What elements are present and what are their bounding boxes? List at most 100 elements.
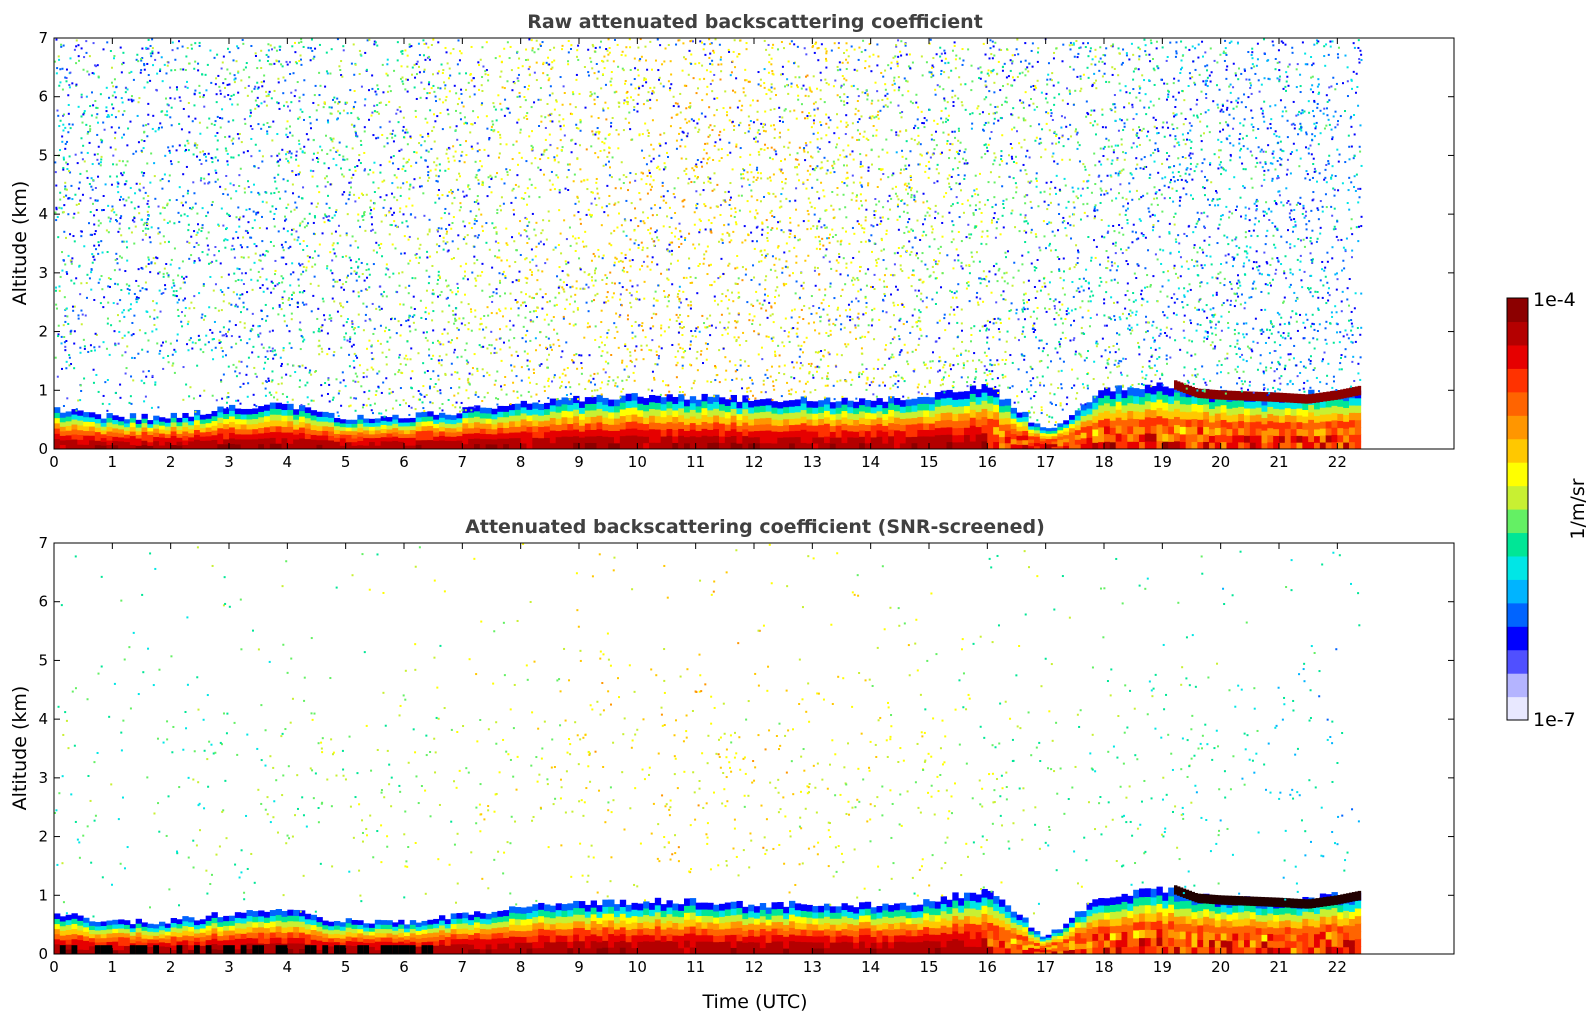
backscatter-pixel <box>560 380 563 383</box>
backscatter-pixel <box>787 335 790 338</box>
backscatter-pixel <box>812 119 815 122</box>
backscatter-pixel <box>1206 85 1209 88</box>
backscatter-pixel <box>463 122 466 125</box>
boundary-layer-cell <box>946 389 953 398</box>
backscatter-pixel <box>781 341 784 344</box>
backscatter-pixel <box>129 395 132 398</box>
backscatter-pixel <box>1319 200 1322 203</box>
backscatter-pixel <box>476 199 479 202</box>
boundary-layer-cell <box>1261 430 1268 437</box>
backscatter-pixel <box>516 95 519 98</box>
boundary-layer-cell <box>1074 420 1082 426</box>
boundary-layer-cell <box>450 423 457 429</box>
backscatter-pixel <box>459 112 462 115</box>
boundary-layer-cell <box>1162 417 1169 427</box>
backscatter-pixel <box>1073 55 1076 58</box>
boundary-layer-cell <box>217 443 224 450</box>
boundary-layer-cell <box>182 430 189 436</box>
boundary-layer-cell <box>958 427 965 436</box>
backscatter-pixel <box>251 312 254 315</box>
backscatter-pixel <box>250 90 253 93</box>
boundary-layer-cell <box>1115 401 1122 410</box>
backscatter-pixel <box>870 149 873 152</box>
backscatter-pixel <box>1035 177 1038 180</box>
cloud-layer-cell <box>1224 390 1229 400</box>
backscatter-pixel <box>317 254 320 257</box>
backscatter-pixel <box>1264 283 1267 286</box>
boundary-layer-cell <box>969 409 977 418</box>
boundary-layer-cell <box>1069 444 1076 450</box>
backscatter-pixel <box>1307 100 1310 103</box>
backscatter-pixel <box>634 239 637 242</box>
backscatter-pixel <box>432 329 435 332</box>
backscatter-pixel <box>757 129 760 132</box>
boundary-layer-cell <box>217 433 224 439</box>
boundary-layer-cell <box>765 436 772 444</box>
backscatter-pixel <box>1074 350 1077 353</box>
backscatter-pixel <box>823 349 826 352</box>
boundary-layer-cell <box>987 395 994 404</box>
backscatter-pixel <box>336 242 339 245</box>
boundary-layer-cell <box>1034 429 1041 434</box>
backscatter-pixel <box>794 199 797 202</box>
boundary-layer-cell <box>433 440 440 446</box>
backscatter-pixel <box>1305 236 1308 239</box>
backscatter-pixel <box>1010 155 1013 158</box>
backscatter-pixel <box>1191 374 1194 377</box>
backscatter-pixel <box>1201 389 1204 392</box>
backscatter-pixel <box>430 357 433 360</box>
boundary-layer-cell <box>1343 421 1350 429</box>
backscatter-pixel <box>803 341 806 344</box>
boundary-layer-cell <box>917 442 924 450</box>
boundary-layer-cell <box>923 429 930 437</box>
backscatter-pixel <box>756 131 759 134</box>
boundary-layer-cell <box>77 439 84 445</box>
boundary-layer-cell <box>252 443 259 450</box>
boundary-layer-cell <box>357 440 364 446</box>
boundary-layer-cell <box>975 411 982 420</box>
boundary-layer-cell <box>205 413 212 419</box>
backscatter-pixel <box>1002 206 1005 209</box>
backscatter-pixel <box>166 103 169 106</box>
boundary-layer-cell <box>1063 427 1070 432</box>
backscatter-pixel <box>1061 408 1064 411</box>
backscatter-pixel <box>911 61 914 64</box>
backscatter-pixel <box>764 130 767 133</box>
boundary-layer-cell <box>339 445 347 450</box>
boundary-layer-cell <box>544 408 551 415</box>
boundary-layer-cell <box>444 444 452 450</box>
boundary-layer-cell <box>164 441 172 446</box>
backscatter-pixel <box>224 238 227 241</box>
backscatter-pixel <box>435 243 438 246</box>
backscatter-pixel <box>65 80 68 83</box>
boundary-layer-cell <box>89 426 96 432</box>
boundary-layer-cell <box>754 412 761 419</box>
backscatter-pixel <box>1271 177 1274 180</box>
backscatter-pixel <box>286 63 289 66</box>
backscatter-pixel <box>1212 294 1215 297</box>
backscatter-pixel <box>1284 337 1287 340</box>
boundary-layer-cell <box>952 427 959 436</box>
backscatter-pixel <box>288 150 291 153</box>
boundary-layer-cell <box>806 443 813 450</box>
backscatter-pixel <box>282 92 285 95</box>
boundary-layer-cell <box>1244 435 1251 443</box>
backscatter-pixel <box>269 125 272 128</box>
backscatter-pixel <box>286 179 289 182</box>
backscatter-pixel <box>1232 86 1235 89</box>
boundary-layer-cell <box>1039 438 1047 442</box>
backscatter-pixel <box>773 108 776 111</box>
backscatter-pixel <box>908 218 911 221</box>
boundary-layer-cell <box>888 435 895 443</box>
boundary-layer-cell <box>1156 424 1163 433</box>
backscatter-pixel <box>1286 158 1289 161</box>
backscatter-pixel <box>1325 43 1328 46</box>
boundary-layer-cell <box>205 431 212 437</box>
backscatter-pixel <box>713 295 716 298</box>
backscatter-pixel <box>125 180 128 183</box>
boundary-layer-cell <box>363 437 370 442</box>
boundary-layer-cell <box>159 421 166 426</box>
boundary-layer-cell <box>1261 436 1268 444</box>
boundary-layer-cell <box>1139 411 1146 420</box>
boundary-layer-cell <box>485 438 492 445</box>
